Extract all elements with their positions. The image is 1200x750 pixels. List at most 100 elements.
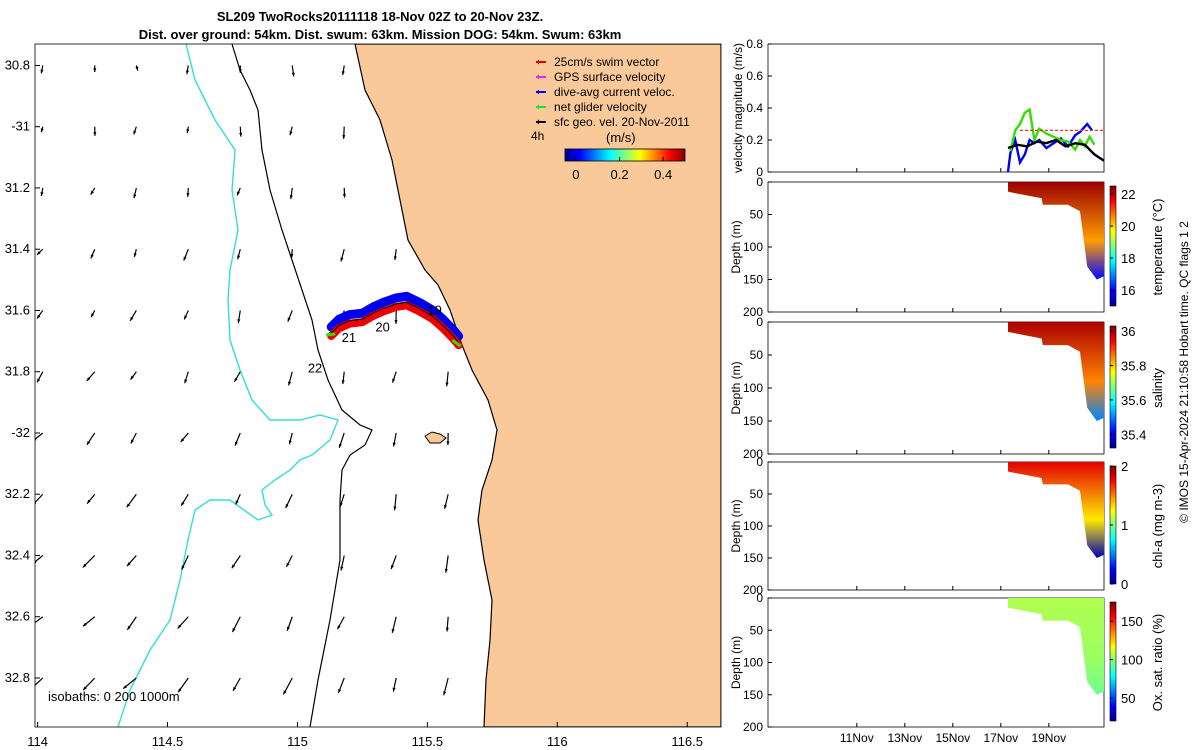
colorbar-tick-label: 36 — [1121, 324, 1135, 339]
chart-subtitle: Dist. over ground: 54km. Dist. swum: 63k… — [138, 27, 622, 42]
colorbar-tick-label: 100 — [1121, 653, 1143, 668]
chart-title: SL209 TwoRocks20111118 18-Nov 02Z to 20-… — [216, 9, 544, 24]
velocity-vector-head — [340, 566, 344, 571]
depth-tick-label: 150 — [743, 551, 763, 565]
velocity-vector-head — [391, 565, 394, 570]
velocity-vector-head — [186, 193, 190, 197]
section-colorbar — [1109, 325, 1117, 449]
map-frame — [34, 43, 722, 728]
velocity-vector-head — [133, 194, 137, 199]
depth-tick-label: 150 — [743, 414, 763, 428]
map-y-tick-label: -31 — [11, 119, 30, 134]
map-y-tick-label: 32.4 — [5, 547, 30, 562]
velocity-vector-head — [285, 504, 289, 509]
velocity-y-tick-label: 0.2 — [746, 133, 763, 147]
velocity-vector-head — [123, 685, 128, 689]
velocity-vector-head — [288, 381, 292, 386]
map-y-tick-label: 32.6 — [5, 609, 30, 624]
map-y-tick-label: 31.2 — [5, 180, 30, 195]
velocity-vector-head — [289, 131, 293, 136]
velocity-vector-head — [28, 688, 32, 692]
velocity-vector-head — [393, 256, 397, 261]
velocity-vector-head — [126, 503, 131, 508]
credit-line: © IMOS 15-Apr-2024 21:10:58 Hobart time.… — [1177, 221, 1191, 523]
scale-label: 4h — [531, 129, 544, 143]
time-tick-label: 17Nov — [983, 731, 1018, 745]
velocity-series-line — [1007, 138, 1105, 162]
depth-tick-label: 100 — [743, 656, 763, 670]
legend-label: GPS surface velocity — [554, 70, 665, 84]
velocity-vector-head — [135, 66, 139, 71]
velocity-vector-head — [342, 193, 346, 198]
island — [424, 431, 447, 444]
velocity-vector-head — [127, 562, 131, 567]
depth-tick-label: 100 — [743, 519, 763, 533]
legend-label: sfc geo. vel. 20-Nov-2011 — [554, 115, 690, 129]
velocity-vector-head — [184, 315, 188, 320]
velocity-vector — [35, 616, 44, 624]
depth-axis-label: Depth (m) — [729, 361, 743, 414]
map-panel: 19 20 21 22 114 114.5 115 115.5 116 116.5 30.8 -3… — [5, 43, 722, 749]
map-y-tick-label: 32.2 — [5, 486, 30, 501]
velocity-vector-head — [37, 378, 41, 383]
glider-track: 19 20 21 22 — [308, 291, 464, 376]
velocity-vector-head — [444, 568, 448, 573]
velocity-y-tick-label: 0 — [756, 165, 763, 179]
velocity-vector-head — [233, 686, 237, 691]
depth-tick-label: 100 — [743, 240, 763, 254]
velocity-vector-head — [238, 69, 242, 73]
velocity-vector-head — [446, 441, 450, 446]
velocity-vector-head — [234, 377, 238, 382]
velocity-vector-head — [181, 501, 185, 506]
legend-label: net glider velocity — [554, 100, 647, 114]
colorbar-tick-label: 20 — [1121, 219, 1135, 234]
velocity-vector — [35, 432, 44, 441]
speed-colorbar-tick-label: 0.4 — [654, 167, 672, 182]
depth-tick-label: 50 — [750, 348, 764, 362]
colorbar-tick-label: 0 — [1121, 577, 1128, 592]
colorbar-tick-label: 150 — [1121, 614, 1143, 629]
velocity-vector-head — [392, 442, 396, 447]
map-y-axis: 30.8 -31 31.2 31.4 31.6 31.8 -32 32.2 32.4 32.6 32… — [5, 57, 40, 685]
isobath-label: isobaths: 0 200 1000m — [48, 689, 180, 704]
velocity-y-label: velocity magnitude (m/s) — [731, 43, 745, 173]
velocity-vector-head — [443, 691, 447, 696]
velocity-vector-head — [183, 256, 187, 261]
velocity-vector-head — [239, 132, 243, 137]
velocity-vector-head — [186, 129, 190, 134]
colorbar-tick-label: 35.6 — [1121, 393, 1146, 408]
depth-tick-label: 150 — [743, 273, 763, 287]
colorbar-tick-label: 2 — [1121, 459, 1128, 474]
land-area — [354, 44, 721, 727]
map-y-tick-label: 31.8 — [5, 364, 30, 379]
time-tick-label: 11Nov — [840, 731, 874, 745]
map-y-tick-label: -32 — [11, 425, 30, 440]
velocity-vector-head — [237, 255, 241, 260]
map-y-tick-label: 31.6 — [5, 302, 30, 317]
velocity-vector-head — [28, 624, 32, 627]
depth-axis-label: Depth (m) — [729, 499, 743, 552]
velocity-vector-head — [391, 628, 395, 633]
speed-colorbar-tick-label: 0 — [572, 167, 579, 182]
swim-vector-track — [327, 301, 463, 350]
depth-tick-label: 200 — [743, 583, 763, 597]
map-y-tick-label: 31.4 — [5, 241, 30, 256]
section-panel-2: 0 50 100 150 200 Depth (m) 36 35.8 35.6 35.4 salin… — [729, 315, 1165, 461]
day-label: 21 — [342, 330, 356, 345]
map-y-tick-label: 30.8 — [5, 57, 30, 72]
depth-tick-label: 0 — [756, 175, 763, 189]
velocity-vector-head — [341, 380, 345, 385]
map-x-tick-label: 115.5 — [412, 734, 444, 749]
depth-tick-label: 200 — [743, 720, 763, 734]
velocity-vector-head — [130, 439, 134, 444]
depth-tick-label: 150 — [743, 688, 763, 702]
velocity-vector-head — [90, 190, 94, 195]
colorbar-label: temperature (°C) — [1150, 199, 1165, 296]
velocity-vector-head — [342, 135, 346, 139]
velocity-vector-head — [133, 130, 137, 135]
velocity-vector-head — [91, 313, 95, 318]
velocity-vector-head — [288, 440, 292, 445]
